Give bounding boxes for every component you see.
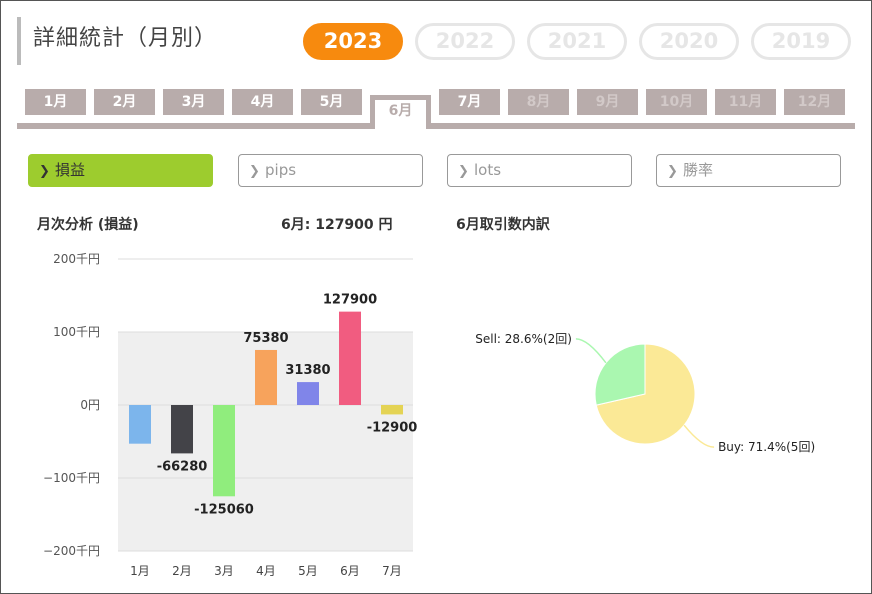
x-tick-label: 7月 <box>382 564 402 578</box>
plot-band <box>118 405 413 478</box>
month-tab-3[interactable]: 3月 <box>163 89 224 115</box>
monthly-bar-chart: 200千円 100千円 0円 −100千円 −200千円 1月 2月 -66280 3月 -125… <box>43 252 418 578</box>
data-label: -66280 <box>157 459 208 474</box>
chevron-right-icon: ❯ <box>249 164 260 179</box>
year-tab-2021[interactable]: 2021 <box>527 23 627 60</box>
pie-slice-sell <box>594 343 646 406</box>
metric-label: lots <box>474 161 502 179</box>
month-tabs-baseline <box>17 123 855 129</box>
metric-label: 勝率 <box>683 161 714 179</box>
month-tab-12[interactable]: 12月 <box>784 89 845 115</box>
bar-7 <box>381 405 403 415</box>
bar-5 <box>297 382 319 405</box>
page-header: 詳細統計（月別） <box>17 17 217 65</box>
pie-slice-buy <box>595 343 696 445</box>
bar-3 <box>213 405 235 497</box>
plot-band <box>118 478 413 551</box>
bar-1 <box>129 405 151 444</box>
bar-6 <box>339 311 361 405</box>
x-tick-label: 2月 <box>172 564 192 578</box>
year-tab-2020[interactable]: 2020 <box>639 23 739 60</box>
y-tick-label: 200千円 <box>53 252 100 266</box>
year-tab-2023[interactable]: 2023 <box>303 23 403 60</box>
metric-button-lots[interactable]: ❯ lots <box>447 154 632 187</box>
chevron-right-icon: ❯ <box>667 164 678 179</box>
trade-pie-chart: Buy: 71.4%(5回) Sell: 28.6%(2回) <box>475 332 815 454</box>
pie-label: Buy: 71.4%(5回) <box>718 440 815 454</box>
month-tab-9[interactable]: 9月 <box>577 89 638 115</box>
year-tabs: 2023 2022 2021 2020 2019 <box>303 23 851 60</box>
metric-button-winrate[interactable]: ❯ 勝率 <box>656 154 841 187</box>
month-tab-4[interactable]: 4月 <box>232 89 293 115</box>
pie-connector <box>575 338 607 364</box>
metric-label: pips <box>265 161 297 179</box>
month-tab-11[interactable]: 11月 <box>715 89 776 115</box>
page-title: 詳細統計（月別） <box>33 26 218 51</box>
month-tabs: 1月 2月 3月 4月 5月 6月 7月 8月 9月 10月 11月 12月 <box>17 89 855 135</box>
data-label: -125060 <box>194 502 254 517</box>
bar-chart-title: 月次分析 (損益) <box>37 217 139 233</box>
data-label: -12900 <box>367 420 418 435</box>
x-tick-label: 1月 <box>130 564 150 578</box>
data-label: 127900 <box>323 293 377 308</box>
month-tab-8[interactable]: 8月 <box>508 89 569 115</box>
x-tick-label: 4月 <box>256 564 276 578</box>
month-tab-2[interactable]: 2月 <box>94 89 155 115</box>
chevron-right-icon: ❯ <box>39 164 50 179</box>
month-tab-6[interactable]: 6月 <box>370 95 431 135</box>
x-tick-label: 6月 <box>340 564 360 578</box>
data-label: 31380 <box>285 363 330 378</box>
metric-button-profit[interactable]: ❯ 損益 <box>28 154 213 187</box>
bar-2 <box>171 405 193 454</box>
data-label: 75380 <box>243 331 288 346</box>
pie-chart-title: 6月取引数内訳 <box>456 217 550 233</box>
y-tick-label: −200千円 <box>43 544 100 558</box>
bar-4 <box>255 349 277 405</box>
y-tick-label: 100千円 <box>53 325 100 339</box>
y-tick-label: 0円 <box>80 398 100 412</box>
month-tab-7[interactable]: 7月 <box>439 89 500 115</box>
bar-chart-summary: 6月: 127900 円 <box>281 217 393 233</box>
year-tab-2022[interactable]: 2022 <box>415 23 515 60</box>
month-tab-5[interactable]: 5月 <box>301 89 362 115</box>
x-tick-label: 5月 <box>298 564 318 578</box>
pie-label: Sell: 28.6%(2回) <box>475 332 572 346</box>
y-tick-label: −100千円 <box>43 471 100 485</box>
x-tick-label: 3月 <box>214 564 234 578</box>
year-tab-2019[interactable]: 2019 <box>751 23 851 60</box>
month-tab-1[interactable]: 1月 <box>25 89 86 115</box>
pie-connector <box>683 424 715 448</box>
chevron-right-icon: ❯ <box>458 164 469 179</box>
month-tab-10[interactable]: 10月 <box>646 89 707 115</box>
metric-label: 損益 <box>55 161 86 179</box>
plot-band <box>118 259 413 332</box>
metric-button-pips[interactable]: ❯ pips <box>238 154 423 187</box>
month-tab-row: 1月 2月 3月 4月 5月 6月 7月 8月 9月 10月 11月 12月 <box>25 89 845 135</box>
